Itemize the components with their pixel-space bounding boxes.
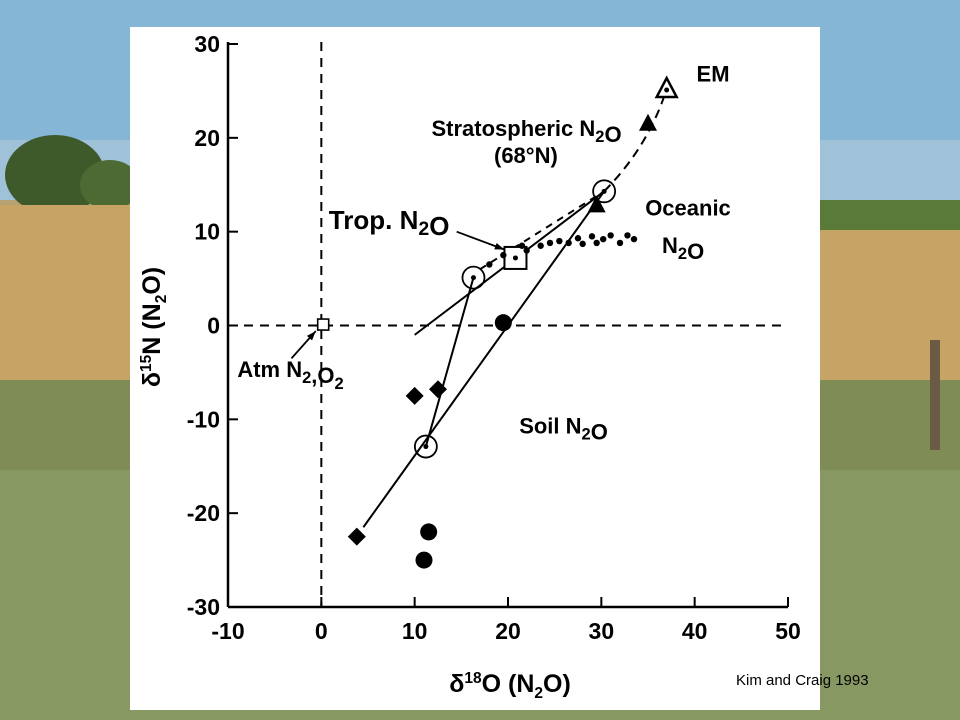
open-triangle-center xyxy=(664,87,670,93)
x-tick-label: 10 xyxy=(402,618,428,644)
citation: Kim and Craig 1993 xyxy=(736,672,869,689)
filled-diamond-point xyxy=(347,527,366,546)
open-circle-center xyxy=(470,275,476,281)
chart-panel: -10 0 10 20 30 40 50 30 20 10 0 -10 -20 -30 EM Stratos… xyxy=(130,27,820,710)
small-dot-point xyxy=(523,247,530,254)
y-tick-label: 30 xyxy=(194,31,220,57)
small-dot-point xyxy=(574,235,582,242)
open-square-point xyxy=(316,318,330,331)
mixing-line xyxy=(424,277,475,447)
small-dot-point xyxy=(537,242,544,249)
filled-circle-point xyxy=(494,314,512,332)
small-dot-point xyxy=(565,239,572,247)
annotation-label: Atm N2,O2 xyxy=(237,357,343,393)
filled-diamond-point xyxy=(405,386,424,405)
x-tick-label: 0 xyxy=(315,618,328,644)
y-tick-label: -30 xyxy=(187,594,220,620)
small-dot-point xyxy=(546,239,554,247)
atm-arrow-head xyxy=(306,331,316,341)
y-tick-label: 0 xyxy=(207,313,220,339)
data-points xyxy=(316,75,679,569)
small-dot-point xyxy=(556,237,563,245)
x-tick-label: 50 xyxy=(775,618,801,644)
trop-arrow-head xyxy=(494,242,505,250)
x-tick-label: 20 xyxy=(495,618,521,644)
open-circle-center xyxy=(423,444,429,450)
filled-circle-point xyxy=(420,523,438,541)
annotations: EM Stratospheric N2O(68°N) Trop. N2O Oceani… xyxy=(237,62,730,445)
x-axis-title: δ18O (N2O) xyxy=(449,670,571,702)
stratospheric-trend-line xyxy=(603,88,668,193)
small-dot-point xyxy=(588,233,596,240)
x-tick-label: 40 xyxy=(682,618,708,644)
annotation-label: (68°N) xyxy=(494,143,558,168)
small-dot-point xyxy=(579,240,586,248)
axis-titles: δ18O (N2O) δ15N (N2O) xyxy=(138,267,571,702)
small-dot-point xyxy=(500,251,507,259)
annotation-label: Trop. N2O xyxy=(329,205,450,241)
open-circle-point xyxy=(592,179,617,204)
annotation-label: N2O xyxy=(662,233,704,264)
small-dot-point xyxy=(486,261,493,268)
mixing-line xyxy=(362,190,605,528)
small-dot-point xyxy=(593,239,600,247)
scatter-plot: -10 0 10 20 30 40 50 30 20 10 0 -10 -20 -30 EM Stratos… xyxy=(138,31,801,702)
small-dot-point xyxy=(616,239,624,247)
annotation-label: Oceanic xyxy=(645,196,731,221)
small-dot-point xyxy=(607,232,614,239)
trend-lines xyxy=(290,88,668,528)
y-tick-label: 20 xyxy=(194,125,220,151)
small-dot-point xyxy=(624,232,631,239)
x-tick-label: -10 xyxy=(211,618,244,644)
annotation-label: EM xyxy=(697,62,730,87)
filled-diamond-point xyxy=(429,380,447,399)
y-tick-label: -20 xyxy=(187,500,220,526)
filled-triangle-point xyxy=(639,113,657,131)
tick-labels: -10 0 10 20 30 40 50 30 20 10 0 -10 -20 -30 xyxy=(187,31,801,644)
annotation-label: Stratospheric N2O xyxy=(431,116,621,147)
annotation-label: Soil N2O xyxy=(519,413,608,444)
y-tick-label: 10 xyxy=(194,219,220,245)
filled-triangle-point xyxy=(587,195,606,213)
y-tick-label: -10 xyxy=(187,406,220,432)
tropospheric-trend-line xyxy=(479,190,605,271)
small-dot-point xyxy=(600,235,607,243)
filled-circle-point xyxy=(415,551,433,569)
open-circle-point xyxy=(461,265,486,290)
small-dot-point xyxy=(630,235,638,243)
x-tick-label: 30 xyxy=(589,618,615,644)
open-circle-center xyxy=(601,188,607,194)
open-circle-point xyxy=(413,434,438,459)
y-axis-title: δ15N (N2O) xyxy=(138,267,170,387)
open-square-center xyxy=(512,255,518,261)
small-dot-point xyxy=(518,242,526,249)
